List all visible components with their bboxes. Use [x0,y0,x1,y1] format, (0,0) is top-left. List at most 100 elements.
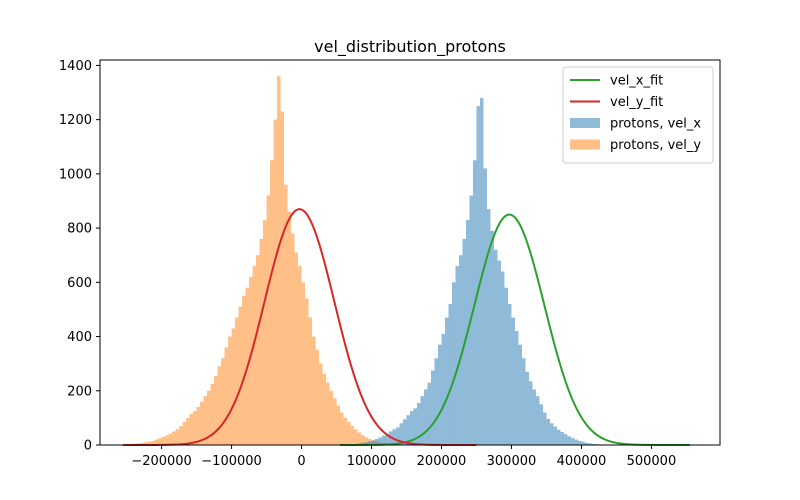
histogram-bar [256,255,260,445]
histogram-bar [263,219,267,445]
histogram-bar [361,442,365,445]
histogram-bar [444,317,449,445]
legend-label: vel_y_fit [610,95,663,110]
histogram-bar [518,344,522,445]
histogram-bar [210,383,215,445]
histogram-bar [514,331,519,445]
x-tick-label: 100000 [347,454,397,469]
histogram-bar [581,441,585,445]
histogram-bar [273,119,278,445]
histogram-bar [319,363,323,445]
y-tick-label: 0 [84,439,92,454]
histogram-bar [203,396,208,445]
histogram-bar [172,431,176,445]
histogram-bar [144,442,148,445]
histogram-bar [207,390,211,445]
histogram-bar [354,429,358,445]
histogram-bar [396,427,400,445]
histogram-bar [549,423,554,445]
histogram-bar [196,407,201,445]
histogram-bar [378,437,383,445]
histogram-bar [406,415,410,445]
histogram-bar [577,440,582,445]
legend-box [562,66,714,164]
y-tick-label: 1000 [59,167,92,182]
histogram-bar [165,435,169,445]
histogram-bar [277,76,281,445]
histogram-bar [168,433,173,445]
histogram-bar [364,442,369,445]
x-tick-label: 500000 [627,454,677,469]
x-tick-label: 0 [297,454,305,469]
histogram-bar [483,168,487,446]
histogram-bar [221,358,225,445]
histogram-bar [504,287,508,445]
y-axis: 0 200 400 600 800 1000 1200 1400 [59,59,100,454]
histogram-bar [312,336,316,445]
histogram-bar [521,358,526,445]
histogram-bar [423,389,428,445]
histogram-bar [410,411,414,445]
histogram-bar [427,382,431,445]
histogram-bar [588,443,592,445]
histogram-bar [179,426,183,445]
histogram-bar [151,440,155,445]
plot-frame [99,59,721,446]
fit-line [123,208,477,446]
histogram-bar [448,304,452,445]
histogram-bar [175,429,180,445]
histogram-bar [403,419,407,445]
histogram-bar [441,333,445,445]
histogram-bar [553,426,557,445]
y-tick-label: 400 [67,330,92,345]
histogram-bar [539,404,543,445]
histogram-bar [347,421,351,445]
histogram-bar [497,260,501,445]
fit-line [340,213,690,446]
histogram-bar [364,437,369,445]
histogram-bar [567,436,571,445]
histogram-bar [259,238,264,445]
y-tick-label: 800 [67,222,92,237]
histogram-bar [437,344,442,445]
histogram-bar [329,390,334,445]
legend-label: vel_x_fit [610,74,663,89]
histogram-bar [224,347,229,445]
plot-area [99,59,721,446]
histogram-bar [385,433,390,445]
histogram-bar [542,412,547,445]
histogram-bar [511,317,515,445]
histogram-bar [500,271,505,445]
histogram-bar [525,371,529,445]
histogram-bar [214,375,218,445]
histogram-bar [350,426,355,445]
histogram-bar [270,160,274,445]
histogram-bar [375,439,379,445]
x-tick-label: −200000 [131,454,192,469]
histogram-bar [287,211,292,445]
histogram-bar [249,276,253,445]
histogram-bar [528,381,533,445]
histogram-bar [298,266,302,445]
histogram-bar [242,295,246,445]
histogram-bar [291,233,295,445]
histogram-bar [382,435,386,445]
fit-lines [123,208,690,446]
histogram-bar [161,436,166,445]
histogram-bar [235,317,239,445]
histogram-bar [490,230,494,445]
histogram-bar [479,97,484,445]
histogram-bar [560,431,564,445]
histogram-bar [154,439,159,445]
histogram-bar [200,401,204,445]
histogram-bar [420,396,424,445]
histogram-bar [546,418,550,445]
histogram-bar [451,282,456,445]
histogram-bar [326,382,330,445]
histogram-bar [532,389,536,445]
histogram-bar [322,373,327,445]
y-tick-label: 1400 [59,59,92,74]
legend-patch-swatch [570,118,600,128]
histogram-bar [493,249,498,445]
